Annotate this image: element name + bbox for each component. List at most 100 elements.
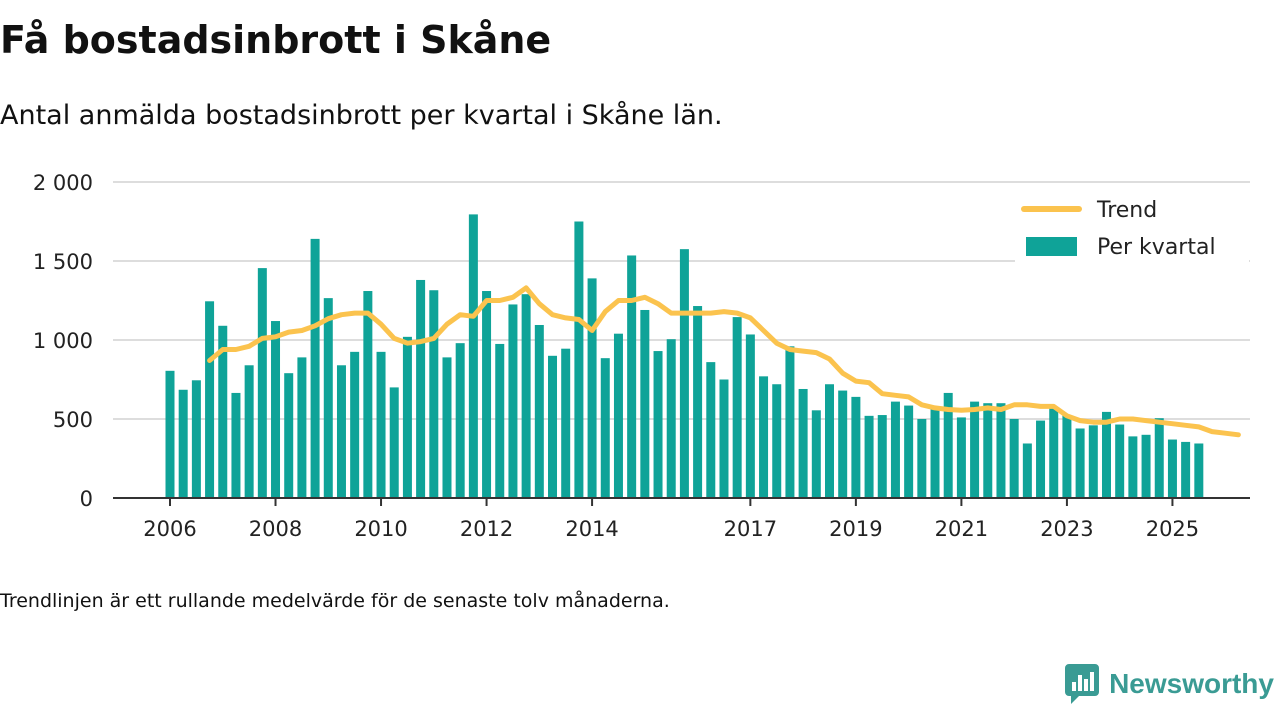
bar [851,396,861,498]
x-tick-label: 2019 [829,517,882,541]
bar [1194,443,1204,498]
bar [389,387,399,498]
bar [1088,425,1098,498]
bar [402,336,412,498]
bar [956,417,966,498]
bar [244,365,254,498]
bar [455,343,465,498]
bar [838,390,848,498]
bar [561,348,571,498]
bar [653,351,663,498]
bar [970,401,980,498]
bar [732,317,742,498]
bar [666,339,676,498]
bar [1167,439,1177,498]
bar [1181,441,1191,498]
bar [350,351,360,498]
bar [1075,428,1085,498]
bar [336,365,346,498]
bar [1115,424,1125,498]
y-tick-label: 2 000 [33,171,93,195]
bar [1009,419,1019,498]
bar [442,357,452,498]
bar [495,343,505,498]
bar [416,279,426,498]
y-tick-label: 0 [80,487,93,511]
bar [1141,434,1151,498]
x-tick-label: 2012 [460,517,513,541]
bar [772,384,782,498]
trend-series [207,285,1241,438]
bar [231,392,241,498]
bar [943,392,953,498]
y-tick-label: 1 000 [33,329,93,353]
bar [1062,415,1072,498]
y-tick-label: 1 500 [33,250,93,274]
x-tick-label: 2023 [1040,517,1093,541]
bar [1154,418,1164,498]
legend-bar-swatch [1026,237,1077,256]
bar [310,238,320,498]
bar [798,388,808,498]
bar [1101,411,1111,498]
brand-name: Newsworthy [1109,668,1274,699]
bar [297,357,307,498]
bar [719,379,729,498]
x-tick-label: 2025 [1146,517,1199,541]
newsworthy-logo-icon [1065,664,1100,704]
bar [877,415,887,498]
bar-series [165,214,1204,498]
bar [693,306,703,498]
bar [178,389,188,498]
bar [323,298,333,498]
bar [706,362,716,498]
bar [1036,420,1046,498]
chart-subtitle: Antal anmälda bostadsinbrott per kvartal… [0,100,723,131]
bar [996,403,1006,498]
bar [930,407,940,498]
chart-area: 0 500 1 000 1 500 2 000 2006 2008 2010 2012 2014… [33,171,1250,541]
bar [745,334,755,498]
legend-trend-label: Trend [1096,198,1157,223]
bar [482,291,492,498]
bar [679,249,689,498]
bar [376,351,386,498]
bar [904,405,914,498]
bar [825,384,834,498]
bar [429,290,439,498]
legend: Trend Per kvartal [1015,190,1249,262]
bar [257,268,267,498]
x-tick-label: 2021 [935,517,988,541]
bar [759,376,769,498]
bar [284,373,294,498]
chart-title: Få bostadsinbrott i Skåne [0,18,552,62]
bar [574,221,584,498]
bar [1022,443,1032,498]
x-tick-label: 2008 [249,517,302,541]
bar [165,370,175,498]
bar [521,294,531,498]
bar [1049,407,1059,498]
legend-bar-label: Per kvartal [1097,235,1216,260]
bar [627,255,637,498]
trend-line [207,285,1241,438]
x-tick-label: 2010 [354,517,407,541]
bar [271,321,281,498]
x-tick-label: 2006 [143,517,196,541]
bar [205,301,215,498]
bar [191,380,201,498]
x-tick-label: 2017 [724,517,777,541]
brand-logo: Newsworthy [1065,664,1274,704]
bar [917,419,927,498]
bar [587,278,597,498]
footnote: Trendlinjen är ett rullande medelvärde f… [0,590,670,612]
bar [548,355,558,498]
bar [864,415,874,498]
bar [811,410,821,498]
x-axis-ticks: 2006 2008 2010 2012 2014 2017 2019 2021 2023 2025 [143,498,1199,541]
y-axis-ticks: 0 500 1 000 1 500 2 000 [33,171,93,511]
bar [468,214,478,498]
y-tick-label: 500 [53,408,93,432]
bar [785,346,795,498]
bar [363,291,373,498]
